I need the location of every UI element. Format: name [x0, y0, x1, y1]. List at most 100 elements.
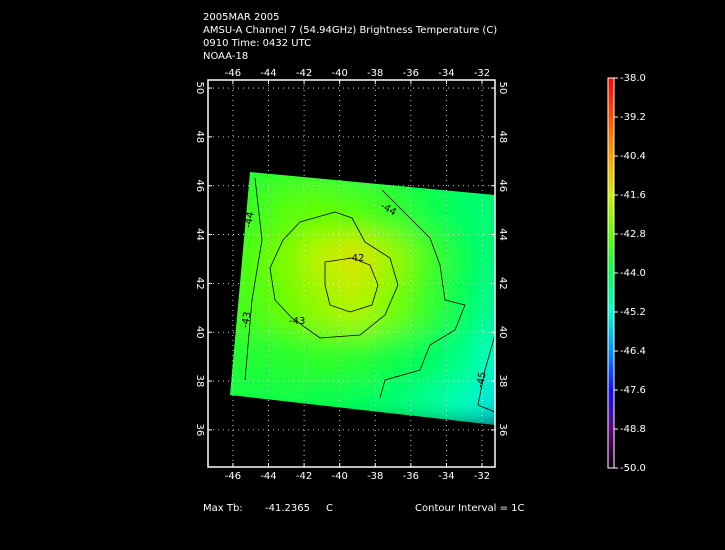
cell [375, 172, 412, 187]
contour-label: -43 [240, 311, 254, 329]
y-tick-label: 44 [497, 228, 508, 241]
x-tick-label: -42 [296, 471, 312, 482]
cell [304, 332, 341, 382]
max-label: Max Tb: [203, 503, 243, 514]
cell [268, 332, 305, 382]
colorbar-tick-label: -45.2 [620, 307, 646, 318]
cell [446, 283, 483, 333]
contour-label: -45 [475, 371, 489, 389]
cell [232, 172, 269, 187]
x-tick-label: -34 [438, 471, 454, 482]
x-tick-label: -40 [331, 68, 347, 79]
x-tick-label: -44 [260, 471, 276, 482]
cell [339, 185, 376, 236]
x-tick-label: -40 [331, 471, 347, 482]
cell [410, 185, 447, 236]
x-tick-label: -36 [403, 68, 419, 79]
cell [375, 381, 412, 425]
colorbar-tick-label: -50.0 [620, 463, 646, 474]
cell [446, 234, 483, 284]
cell [446, 332, 483, 382]
colorbar-tick-label: -40.4 [620, 151, 646, 162]
cell [375, 185, 412, 236]
cell [268, 185, 305, 236]
cell [446, 381, 483, 425]
y-tick-label: 42 [194, 277, 205, 290]
x-tick-label: -32 [474, 471, 490, 482]
x-tick-label: -38 [367, 471, 383, 482]
cell [339, 172, 376, 187]
cell [482, 283, 495, 333]
y-tick-label: 36 [194, 424, 205, 437]
cell [339, 332, 376, 382]
colorbar-tick-label: -47.6 [620, 385, 646, 396]
colorbar-tick-label: -44.0 [620, 268, 646, 279]
y-tick-label: 36 [497, 424, 508, 437]
cell [446, 185, 483, 236]
cell [232, 381, 269, 425]
contour-interval: Contour Interval = 1C [415, 503, 525, 514]
cell [304, 381, 341, 425]
x-tick-label: -38 [367, 68, 383, 79]
cell [304, 172, 341, 187]
colorbar-tick-label: -48.8 [620, 424, 646, 435]
field [230, 172, 495, 425]
colorbar [607, 77, 615, 469]
cell [304, 234, 341, 284]
colorbar-tick-label: -46.4 [620, 346, 646, 357]
cell [268, 283, 305, 333]
field-cells [230, 172, 495, 425]
cell [304, 283, 341, 333]
cell [410, 234, 447, 284]
title-line: NOAA-18 [203, 51, 248, 62]
y-tick-label: 40 [497, 326, 508, 339]
y-tick-label: 48 [497, 131, 508, 144]
x-tick-label: -34 [438, 68, 454, 79]
cell [446, 172, 483, 187]
cell [304, 185, 341, 236]
max-value: -41.2365 [265, 503, 310, 514]
cell [339, 381, 376, 425]
x-tick-label: -36 [403, 471, 419, 482]
x-tick-label: -46 [225, 471, 241, 482]
y-tick-label: 44 [194, 228, 205, 241]
contours [244, 177, 496, 413]
colorbar-tick-label: -42.8 [620, 229, 646, 240]
cell [482, 381, 495, 425]
y-tick-label: 46 [194, 179, 205, 192]
plot-frame [207, 79, 496, 468]
cell [268, 381, 305, 425]
y-tick-label: 40 [194, 326, 205, 339]
cell [232, 332, 269, 382]
colorbar-tick-label: -41.6 [620, 190, 646, 201]
title-line: 2005MAR 2005 [203, 12, 280, 23]
x-tick-label: -32 [474, 68, 490, 79]
max-unit: C [326, 503, 333, 514]
cell [232, 234, 269, 284]
cell [339, 283, 376, 333]
y-tick-label: 38 [194, 375, 205, 388]
x-tick-label: -44 [260, 68, 276, 79]
cell [410, 283, 447, 333]
cell [410, 332, 447, 382]
contour-label: -44 [243, 211, 257, 229]
y-tick-label: 50 [194, 82, 205, 95]
cell [482, 234, 495, 284]
title-line: 0910 Time: 0432 UTC [203, 38, 311, 49]
cell [375, 332, 412, 382]
cell [375, 234, 412, 284]
y-tick-label: 46 [497, 179, 508, 192]
cell [268, 172, 305, 187]
colorbar-tick-label: -38.0 [620, 73, 646, 84]
y-tick-label: 42 [497, 277, 508, 290]
cell [410, 172, 447, 187]
y-tick-label: 50 [497, 82, 508, 95]
x-tick-label: -46 [225, 68, 241, 79]
contour-label: -43 [289, 316, 305, 327]
colorbar-tick-label: -39.2 [620, 112, 646, 123]
cell [375, 283, 412, 333]
y-tick-label: 38 [497, 375, 508, 388]
x-tick-label: -42 [296, 68, 312, 79]
contour-label: -42 [348, 253, 364, 264]
